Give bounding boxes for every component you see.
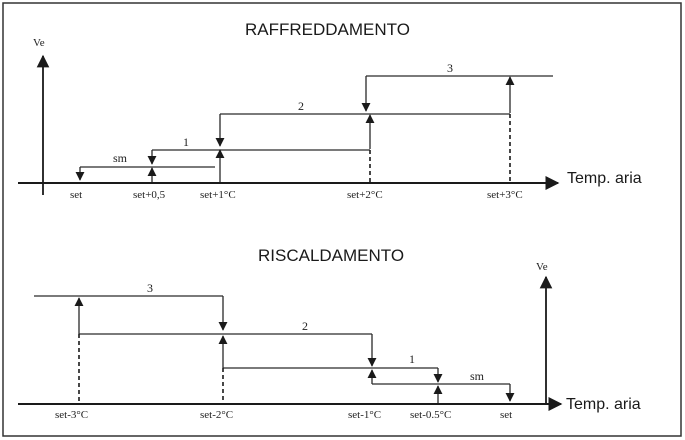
heating-stage-label-1: 1 <box>409 352 415 366</box>
heating-x-axis-label: Temp. aria <box>566 396 641 413</box>
heating-stage-label-3: 3 <box>147 281 153 295</box>
heating-tick-set-minus-2: set-2°C <box>200 409 233 421</box>
cooling-y-axis-label: Ve <box>33 37 45 49</box>
heating-stage-label-sm: sm <box>470 369 485 383</box>
cooling-x-axis-label: Temp. aria <box>567 170 642 187</box>
heating-tick-set-minus-3: set-3°C <box>55 409 88 421</box>
cooling-stage-label-2: 2 <box>298 99 304 113</box>
heating-stage-label-2: 2 <box>302 319 308 333</box>
cooling-title: RAFFREDDAMENTO <box>245 20 410 39</box>
cooling-tick-set-plus-0-5: set+0,5 <box>133 189 166 201</box>
cooling-tick-set-plus-3: set+3°C <box>487 189 523 201</box>
heating-y-axis-label: Ve <box>536 261 548 273</box>
cooling-tick-set: set <box>70 189 82 201</box>
heating-panel: RISCALDAMENTO Ve Temp. aria 3 2 1 sm set… <box>18 246 641 421</box>
heating-tick-set: set <box>500 409 512 421</box>
cooling-stage-label-1: 1 <box>183 135 189 149</box>
heating-tick-set-minus-0-5: set-0.5°C <box>410 409 451 421</box>
heating-tick-set-minus-1: set-1°C <box>348 409 381 421</box>
heating-title: RISCALDAMENTO <box>258 246 404 265</box>
cooling-tick-set-plus-1: set+1°C <box>200 189 236 201</box>
cooling-tick-set-plus-2: set+2°C <box>347 189 383 201</box>
cooling-panel: RAFFREDDAMENTO Ve Temp. aria sm 1 2 3 se… <box>18 20 642 201</box>
cooling-stage-label-sm: sm <box>113 151 128 165</box>
cooling-stage-label-3: 3 <box>447 61 453 75</box>
